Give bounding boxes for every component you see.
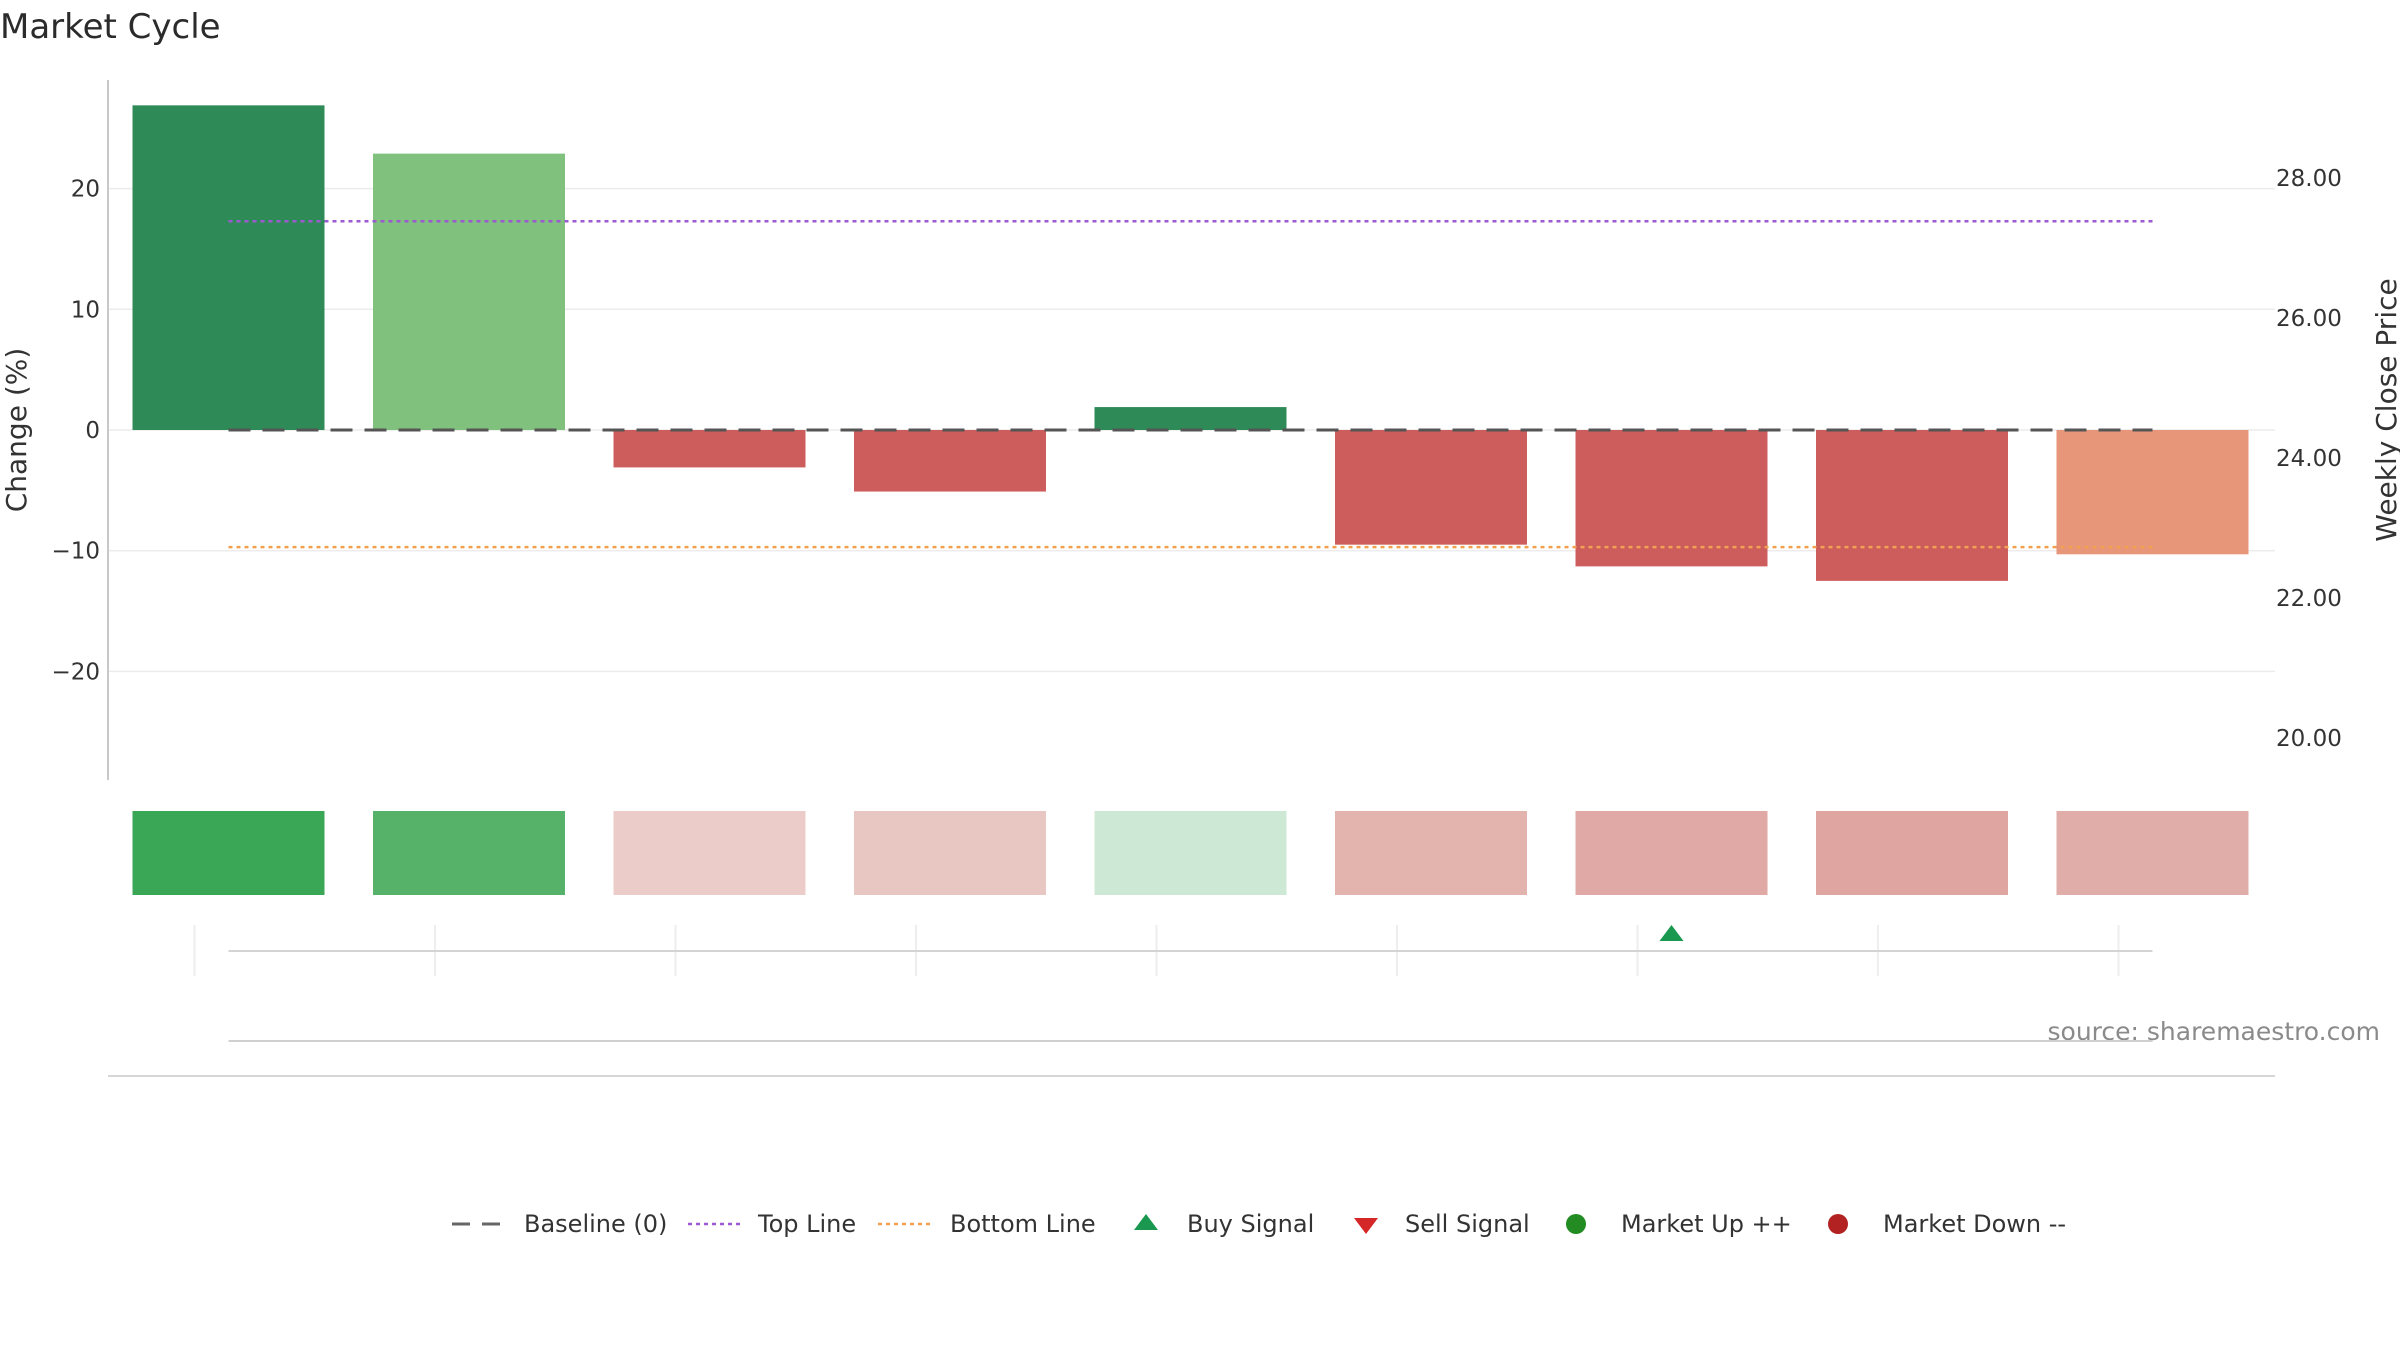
legend-sell-icon — [1354, 1218, 1378, 1234]
heat-cell — [132, 811, 325, 895]
bar — [132, 105, 325, 431]
chart-title: Market Cycle — [0, 7, 221, 47]
legend-circle-icon — [1828, 1214, 1848, 1234]
legend-circle-icon — [1566, 1214, 1586, 1234]
y-tick-label-left: −10 — [51, 539, 100, 565]
legend-label: Market Down -- — [1883, 1210, 2066, 1238]
legend-label: Market Up ++ — [1621, 1210, 1792, 1238]
y-tick-label-left: −20 — [51, 659, 100, 685]
bar — [1335, 430, 1527, 545]
bar — [1094, 407, 1287, 430]
bar — [2056, 430, 2249, 555]
heat-cell — [2056, 811, 2249, 895]
heat-cell — [854, 811, 1046, 895]
y-tick-label-left: 20 — [71, 177, 100, 203]
heat-cell — [1094, 811, 1287, 895]
bar — [1575, 430, 1768, 567]
heat-cell — [1335, 811, 1527, 895]
y-tick-label-right: 28.00 — [2276, 166, 2342, 192]
legend-label: Top Line — [757, 1210, 856, 1238]
heat-cell — [613, 811, 806, 895]
bar — [613, 430, 806, 468]
y-tick-label-right: 26.00 — [2276, 306, 2342, 332]
legend-label: Sell Signal — [1405, 1210, 1530, 1238]
y-axis-label-left: Change (%) — [0, 348, 33, 513]
bar — [1816, 430, 2008, 581]
y-tick-label-right: 24.00 — [2276, 446, 2342, 472]
y-tick-label-right: 22.00 — [2276, 586, 2342, 612]
y-tick-label-left: 10 — [71, 297, 100, 323]
y-tick-label-left: 0 — [85, 418, 100, 444]
bar — [854, 430, 1046, 492]
legend-buy-icon — [1134, 1214, 1158, 1230]
y-tick-label-right: 20.00 — [2276, 726, 2342, 752]
buy-signal-marker — [1659, 925, 1684, 941]
legend-label: Buy Signal — [1187, 1210, 1314, 1238]
heat-cell — [1816, 811, 2008, 895]
legend-label: Bottom Line — [950, 1210, 1096, 1238]
y-axis-label-right: Weekly Close Price — [2370, 278, 2400, 541]
heat-cell — [373, 811, 565, 895]
bar — [373, 153, 565, 430]
heat-cell — [1575, 811, 1768, 895]
legend-label: Baseline (0) — [524, 1210, 667, 1238]
